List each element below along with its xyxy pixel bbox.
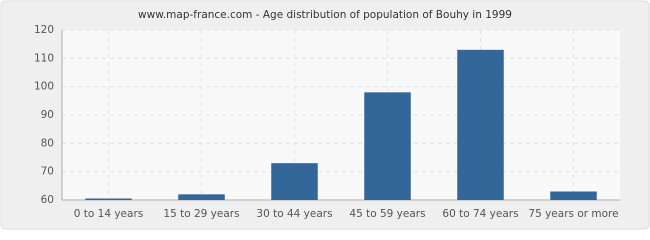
y-tick-label: 120 [34,24,54,36]
x-tick-label: 75 years or more [528,208,618,220]
y-tick-label: 60 [41,194,54,206]
bar [271,163,318,200]
x-tick-label: 60 to 74 years [442,208,518,220]
y-tick-label: 100 [34,81,54,93]
y-tick-label: 80 [41,137,54,149]
bar [85,198,132,200]
bar [457,49,504,201]
bar [364,92,411,200]
bar [178,194,225,200]
x-tick-label: 45 to 59 years [349,208,425,220]
x-tick-label: 15 to 29 years [163,208,239,220]
y-tick-label: 70 [41,166,54,178]
y-tick-label: 90 [41,109,54,121]
bar [550,191,597,200]
x-tick-label: 0 to 14 years [74,208,144,220]
chart-title: www.map-france.com - Age distribution of… [138,9,512,21]
chart: www.map-france.com - Age distribution of… [0,0,650,230]
x-tick-label: 30 to 44 years [256,208,332,220]
y-tick-label: 110 [34,52,54,64]
